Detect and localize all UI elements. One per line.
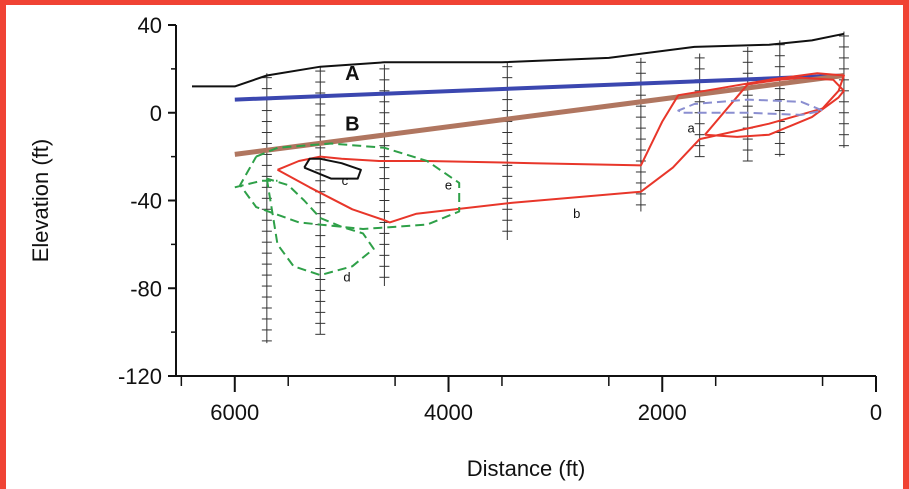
series-contour-e	[239, 142, 461, 230]
series-ground-surface	[192, 32, 845, 88]
x-axis-title: Distance (ft)	[467, 456, 586, 481]
annotation-e: e	[445, 178, 452, 193]
x-tick-label: 6000	[210, 400, 259, 425]
y-tick-label: -120	[118, 364, 162, 389]
series-contour-d	[265, 177, 375, 277]
y-tick-label: 40	[138, 13, 162, 38]
y-tick-label: -40	[130, 189, 162, 214]
annotation-c: c	[342, 173, 349, 188]
x-tick-label: 2000	[638, 400, 687, 425]
series-contour-a-inner	[704, 76, 845, 138]
y-tick-label: -80	[130, 276, 162, 301]
series-contour-b	[277, 72, 845, 224]
annotation-d: d	[343, 270, 350, 285]
annotation-b: b	[573, 206, 580, 221]
y-axis-title: Elevation (ft)	[28, 139, 53, 263]
y-tick-label: 0	[150, 101, 162, 126]
x-tick-label: 4000	[424, 400, 473, 425]
x-tick-label: 0	[870, 400, 882, 425]
series-line-B	[234, 73, 845, 157]
annotation-a: A	[345, 63, 359, 85]
series-line-A	[234, 73, 844, 102]
chart-panel: 40 0 -40 -80 -120 6000 4000 2000 0 Distance (ft) E…	[6, 5, 903, 489]
series-contour-a-blue	[677, 98, 824, 116]
series-contour-c	[303, 157, 362, 180]
annotation-a: a	[687, 120, 695, 135]
annotation-b: B	[345, 113, 359, 135]
elevation-cross-section-chart: 40 0 -40 -80 -120 6000 4000 2000 0 Distance (ft) E…	[28, 13, 882, 481]
